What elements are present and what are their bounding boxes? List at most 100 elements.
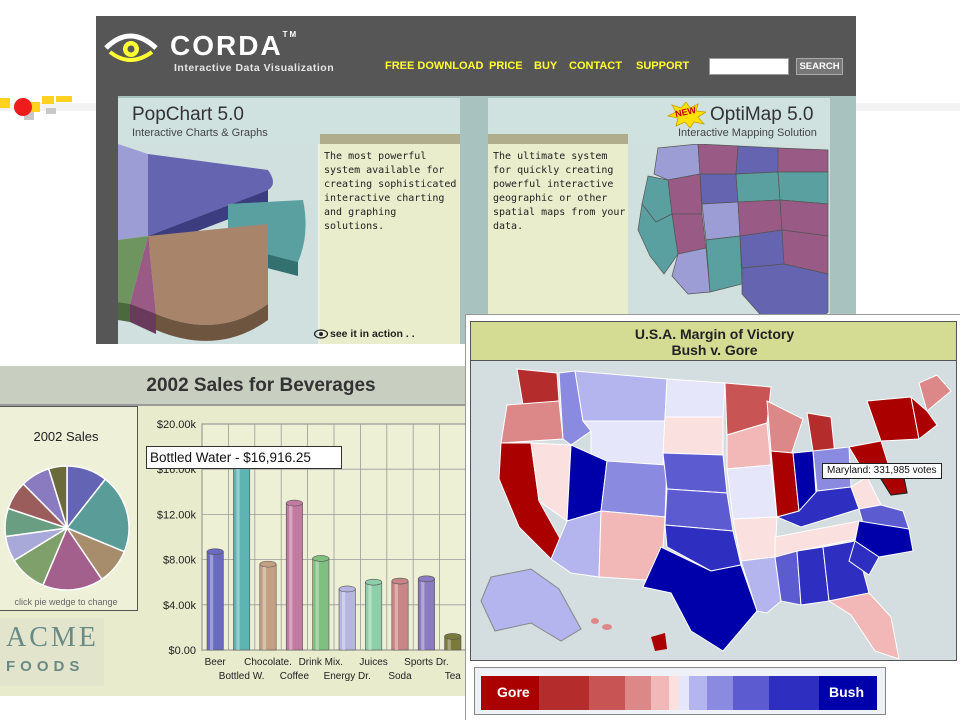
state-alaska[interactable] <box>480 568 582 642</box>
legend-swatch <box>669 676 679 710</box>
state-maine[interactable] <box>918 374 952 412</box>
usa-map-header: U.S.A. Margin of Victory Bush v. Gore <box>470 321 957 361</box>
bar-body[interactable] <box>391 580 409 651</box>
see-it-in-action-link[interactable]: see it in action . . <box>330 328 415 340</box>
decorative-square <box>30 102 40 112</box>
state-south-dakota[interactable] <box>662 416 724 456</box>
legend-swatch <box>733 676 769 710</box>
bar-2[interactable] <box>259 560 277 651</box>
x-tick-label: Beer <box>205 657 227 668</box>
beverage-sales-dashboard: 2002 Sales for Beverages 2002 Sales clic… <box>0 366 470 696</box>
optimap-text-area <box>488 144 628 344</box>
y-tick-label: $4.00k <box>163 600 197 612</box>
pie-title: 2002 Sales <box>33 429 99 444</box>
state-texas[interactable] <box>642 546 758 652</box>
bar-highlight <box>315 558 319 650</box>
bar-cap <box>312 555 330 562</box>
state-new-york[interactable] <box>866 396 920 442</box>
state-hawaii[interactable] <box>602 624 612 630</box>
bar-body[interactable] <box>417 578 435 651</box>
bar-body[interactable] <box>206 551 224 651</box>
decorative-square <box>24 112 34 120</box>
bar-body[interactable] <box>312 558 330 651</box>
bar-body[interactable] <box>259 563 277 651</box>
state-oregon[interactable] <box>500 400 564 444</box>
bar-body[interactable] <box>285 502 303 651</box>
state-hawaii[interactable] <box>591 618 599 624</box>
state-tennessee[interactable] <box>774 520 868 558</box>
legend-swatch <box>769 676 819 710</box>
bar-body[interactable] <box>338 588 356 651</box>
pie-chart[interactable] <box>2 463 132 593</box>
bar-cap <box>206 548 224 555</box>
pie-panel: 2002 Sales click pie wedge to change <box>0 406 138 611</box>
state-colorado[interactable] <box>600 460 668 518</box>
state-missouri[interactable] <box>726 464 778 520</box>
search-input[interactable] <box>709 58 789 75</box>
bar-3[interactable] <box>285 499 303 651</box>
bar-body[interactable] <box>365 581 383 651</box>
legend-swatch <box>481 676 539 710</box>
usa-map-subtitle: Bush v. Gore <box>671 342 758 358</box>
popchart-text-area <box>320 144 460 344</box>
decorative-dot <box>14 98 32 116</box>
state-nebraska[interactable] <box>662 452 728 494</box>
decorative-square <box>46 108 56 114</box>
state-north-carolina[interactable] <box>854 520 914 558</box>
pie-slice-1[interactable] <box>65 478 130 553</box>
bar-body[interactable] <box>233 458 251 651</box>
nav-support[interactable]: SUPPORT <box>636 60 690 72</box>
bar-9[interactable] <box>444 633 462 651</box>
nav-free-download[interactable]: FREE DOWNLOAD <box>385 60 484 72</box>
eye-icon <box>314 329 328 339</box>
state-south-carolina[interactable] <box>848 540 880 576</box>
bar-0[interactable] <box>206 548 224 651</box>
state-wisconsin[interactable] <box>766 400 804 456</box>
bar-cap <box>259 560 277 568</box>
usa-map[interactable] <box>470 361 957 661</box>
optimap-title: OptiMap 5.0 <box>710 104 814 125</box>
foods-logo-text: FOODS <box>6 658 85 675</box>
optimap-subtitle: Interactive Mapping Solution <box>678 127 817 139</box>
state-hawaii[interactable] <box>651 633 667 651</box>
bar-6[interactable] <box>365 578 383 651</box>
bar-5[interactable] <box>338 585 356 651</box>
state-arkansas[interactable] <box>732 516 778 562</box>
state-montana[interactable] <box>574 370 668 422</box>
popchart-description: The most powerful system available for c… <box>324 151 457 232</box>
bar-highlight <box>209 551 214 650</box>
state-north-dakota[interactable] <box>664 378 726 418</box>
legend-swatch <box>539 676 589 710</box>
x-tick-label: Tea <box>445 671 462 682</box>
bar-4[interactable] <box>312 555 330 651</box>
legend-swatch <box>651 676 669 710</box>
bar-7[interactable] <box>391 577 409 651</box>
bar-highlight <box>236 458 240 650</box>
pie-slice-9[interactable] <box>47 465 68 529</box>
state-louisiana[interactable] <box>740 556 782 614</box>
bar-8[interactable] <box>417 575 435 651</box>
x-tick-label: Energy Dr. <box>324 671 371 682</box>
usa-states-map[interactable] <box>471 361 958 661</box>
bar-1[interactable] <box>233 455 251 651</box>
search-button[interactable]: SEARCH <box>796 58 843 75</box>
legend-swatch <box>679 676 689 710</box>
corda-website: CORDATM Interactive Data Visualization F… <box>96 16 856 344</box>
nav-price[interactable]: PRICE <box>489 60 523 72</box>
x-tick-label: Bottled W. <box>219 671 265 682</box>
pie-hint: click pie wedge to change <box>14 597 118 607</box>
y-tick-label: $0.00 <box>168 645 196 657</box>
nav-buy[interactable]: BUY <box>534 60 558 72</box>
state-massachusetts[interactable] <box>910 395 938 440</box>
bar-highlight <box>289 503 293 650</box>
legend-swatch <box>625 676 651 710</box>
nav-contact[interactable]: CONTACT <box>569 60 622 72</box>
state-washington[interactable] <box>516 368 560 406</box>
state-arizona[interactable] <box>550 510 602 578</box>
pie-slice-3[interactable] <box>41 526 103 591</box>
state-florida[interactable] <box>827 592 900 660</box>
bar-tooltip: Bottled Water - $16,916.25 <box>146 446 342 469</box>
state-kansas[interactable] <box>664 488 734 532</box>
margin-legend: Gore Bush <box>474 667 886 715</box>
optimap-accent-bar <box>488 134 628 144</box>
